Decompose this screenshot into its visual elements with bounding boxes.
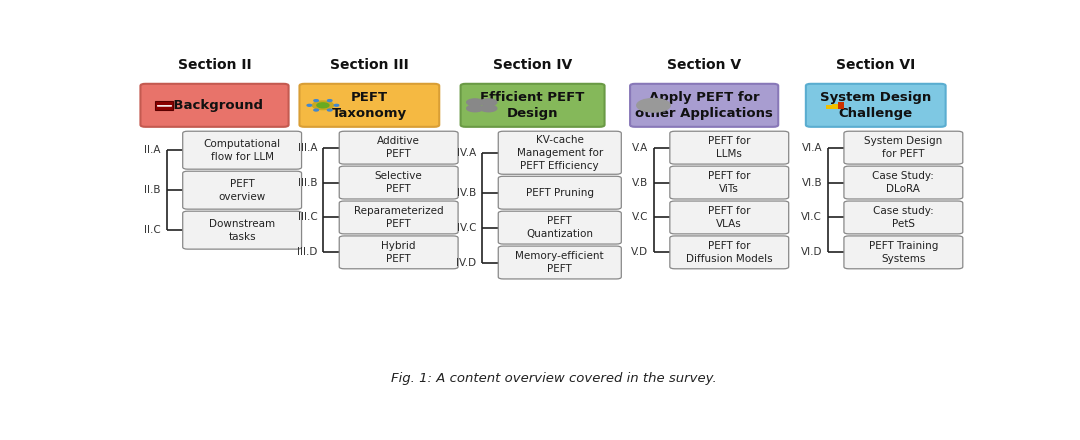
FancyBboxPatch shape [843, 131, 962, 164]
Circle shape [467, 99, 483, 106]
Text: KV-cache
Management for
PEFT Efficiency: KV-cache Management for PEFT Efficiency [516, 135, 603, 171]
Text: Hybrid
PEFT: Hybrid PEFT [381, 241, 416, 264]
FancyBboxPatch shape [183, 171, 301, 209]
FancyBboxPatch shape [460, 84, 605, 127]
FancyBboxPatch shape [339, 201, 458, 234]
Text: IV.A: IV.A [457, 148, 476, 158]
Text: Computational
flow for LLM: Computational flow for LLM [203, 139, 281, 161]
FancyBboxPatch shape [339, 166, 458, 199]
Text: VI.A: VI.A [801, 143, 822, 153]
Text: Section II: Section II [178, 58, 252, 72]
FancyBboxPatch shape [339, 131, 458, 164]
FancyBboxPatch shape [183, 131, 301, 169]
Text: Section III: Section III [330, 58, 408, 72]
Text: IV.D: IV.D [457, 257, 476, 268]
Text: III.D: III.D [297, 247, 318, 257]
Text: V.A: V.A [632, 143, 648, 153]
Text: Section V: Section V [667, 58, 741, 72]
Text: Selective
PEFT: Selective PEFT [375, 171, 422, 194]
FancyBboxPatch shape [670, 131, 788, 164]
Circle shape [316, 103, 329, 108]
Circle shape [312, 101, 334, 110]
Text: System Design
Challenge: System Design Challenge [820, 91, 931, 120]
Text: PEFT
overview: PEFT overview [218, 179, 266, 202]
Circle shape [637, 99, 671, 112]
Text: III.C: III.C [298, 213, 318, 223]
Text: PEFT
Taxonomy: PEFT Taxonomy [332, 91, 407, 120]
FancyBboxPatch shape [670, 201, 788, 234]
Text: PEFT
Quantization: PEFT Quantization [526, 216, 593, 239]
Text: PEFT for
LLMs: PEFT for LLMs [708, 136, 751, 159]
Text: PEFT for
Diffusion Models: PEFT for Diffusion Models [686, 241, 772, 264]
FancyBboxPatch shape [843, 201, 962, 234]
Text: PEFT for
VLAs: PEFT for VLAs [708, 206, 751, 229]
FancyBboxPatch shape [498, 131, 621, 174]
FancyBboxPatch shape [183, 211, 301, 249]
FancyBboxPatch shape [670, 236, 788, 269]
Circle shape [481, 105, 497, 112]
Text: V.B: V.B [632, 178, 648, 187]
Text: III.A: III.A [298, 143, 318, 153]
FancyBboxPatch shape [630, 84, 779, 127]
FancyBboxPatch shape [843, 236, 962, 269]
FancyBboxPatch shape [806, 84, 946, 127]
Circle shape [467, 105, 483, 112]
Circle shape [327, 99, 332, 102]
FancyBboxPatch shape [299, 84, 440, 127]
FancyBboxPatch shape [838, 102, 845, 109]
FancyBboxPatch shape [498, 211, 621, 244]
Text: Additive
PEFT: Additive PEFT [377, 136, 420, 159]
Text: •Background: •Background [165, 99, 264, 112]
Text: VI.B: VI.B [801, 178, 822, 187]
Text: VI.D: VI.D [800, 247, 822, 257]
Text: Section IV: Section IV [492, 58, 572, 72]
Text: Reparameterized
PEFT: Reparameterized PEFT [354, 206, 444, 229]
Text: PEFT for
ViTs: PEFT for ViTs [708, 171, 751, 194]
Text: Apply PEFT for
other Applications: Apply PEFT for other Applications [635, 91, 773, 120]
Text: Section VI: Section VI [836, 58, 916, 72]
FancyBboxPatch shape [339, 236, 458, 269]
FancyBboxPatch shape [670, 166, 788, 199]
Text: V.D: V.D [631, 247, 648, 257]
FancyBboxPatch shape [140, 84, 288, 127]
Circle shape [314, 109, 319, 111]
Text: V.C: V.C [632, 213, 648, 223]
FancyBboxPatch shape [843, 166, 962, 199]
FancyBboxPatch shape [154, 101, 173, 110]
Text: Case Study:
DLoRA: Case Study: DLoRA [873, 171, 934, 194]
Text: II.C: II.C [145, 225, 161, 235]
Text: Fig. 1: A content overview covered in the survey.: Fig. 1: A content overview covered in th… [391, 372, 716, 385]
Text: Case study:
PetS: Case study: PetS [873, 206, 934, 229]
Text: PEFT Pruning: PEFT Pruning [526, 188, 594, 198]
Circle shape [307, 104, 312, 106]
Text: IV.C: IV.C [457, 223, 476, 233]
Text: II.A: II.A [145, 145, 161, 155]
Text: Memory-efficient
PEFT: Memory-efficient PEFT [515, 251, 604, 274]
Circle shape [481, 99, 497, 106]
FancyBboxPatch shape [826, 105, 833, 109]
Text: II.B: II.B [145, 185, 161, 195]
Circle shape [334, 104, 339, 106]
Text: III.B: III.B [298, 178, 318, 187]
Text: Downstream
tasks: Downstream tasks [210, 219, 275, 242]
Text: VI.C: VI.C [801, 213, 822, 223]
FancyBboxPatch shape [498, 176, 621, 209]
Circle shape [327, 109, 332, 111]
Circle shape [314, 99, 319, 102]
Text: System Design
for PEFT: System Design for PEFT [864, 136, 943, 159]
Text: Efficient PEFT
Design: Efficient PEFT Design [481, 91, 584, 120]
Text: PEFT Training
Systems: PEFT Training Systems [868, 241, 939, 264]
Text: IV.B: IV.B [457, 188, 476, 198]
FancyBboxPatch shape [498, 246, 621, 279]
FancyBboxPatch shape [832, 103, 838, 109]
